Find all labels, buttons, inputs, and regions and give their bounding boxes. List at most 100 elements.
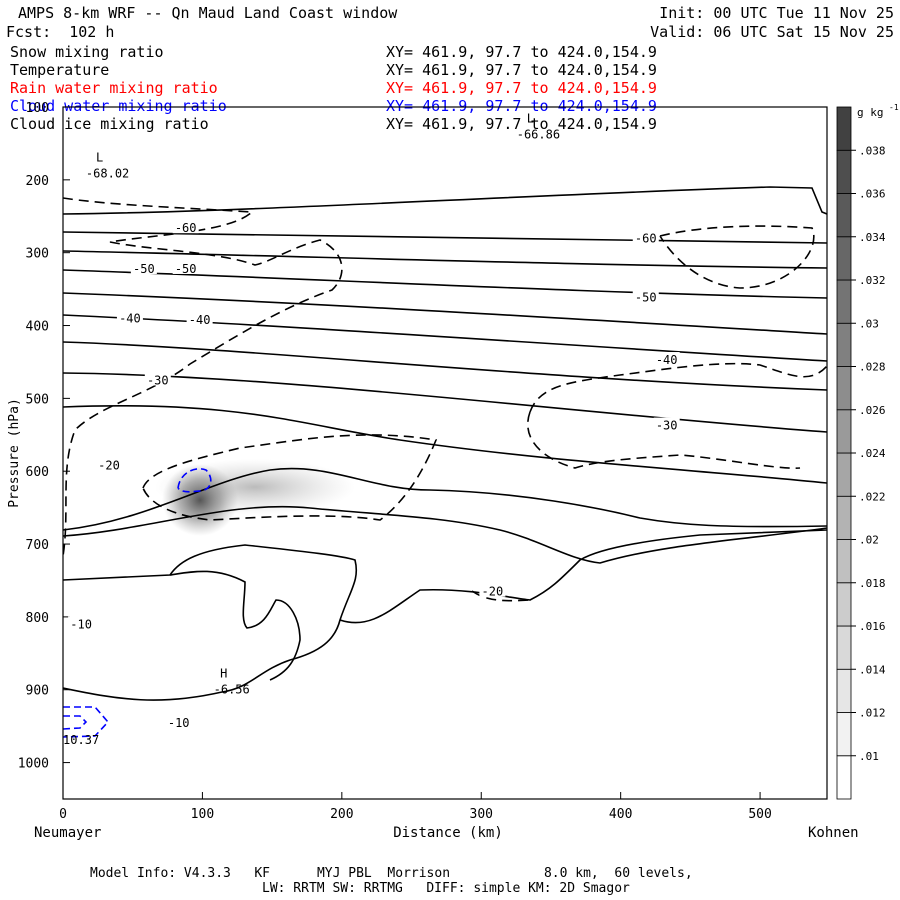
temperature-label: -30 <box>147 373 169 387</box>
colorbar-label: .032 <box>859 274 886 287</box>
cloud-water-contours <box>63 468 212 738</box>
extrema-labels: L -68.02 L -66.86 H -6.56 10.37 <box>63 112 560 747</box>
temperature-label-bg <box>632 289 659 303</box>
temperature-label: -30 <box>656 419 678 433</box>
y-tick-label: 100 <box>26 101 49 116</box>
temperature-label: -50 <box>175 262 197 276</box>
colorbar-swatch <box>836 193 852 238</box>
y-tick-label: 600 <box>26 465 49 480</box>
colorbar: .01 .012 .014 .016 .018 .02 .022 .024 .026 .028 .0… <box>836 103 899 800</box>
extremum-value: -6.56 <box>214 683 250 697</box>
cloud-ice-contour <box>529 362 827 413</box>
colorbar-swatch <box>836 539 852 584</box>
extremum-value: -68.02 <box>86 166 129 180</box>
cloud-water-contour <box>63 715 88 730</box>
y-axis: 100 200 300 400 500 600 700 800 900 1000 <box>18 101 70 772</box>
snow-shading-core <box>162 464 238 536</box>
y-tick-label: 900 <box>26 684 49 699</box>
colorbar-swatch <box>836 712 852 757</box>
isotherm <box>63 467 827 531</box>
temperature-label: -10 <box>70 617 92 631</box>
left-endpoint: Neumayer <box>34 825 101 841</box>
extremum-value: 10.37 <box>63 733 99 747</box>
isotherm <box>63 269 827 299</box>
colorbar-swatch <box>836 236 852 281</box>
colorbar-swatch <box>836 452 852 497</box>
init-time: Init: 00 UTC Tue 11 Nov 25 <box>659 4 894 22</box>
colorbar-swatch <box>836 106 852 151</box>
temperature-label: -20 <box>482 585 504 599</box>
isotherm <box>63 341 827 391</box>
colorbar-swatch <box>836 322 852 367</box>
colorbar-swatch <box>836 668 852 713</box>
temperature-label: -20 <box>98 459 120 473</box>
temperature-label: -10 <box>168 716 190 730</box>
temperature-label-bg <box>116 310 143 324</box>
isotherm <box>63 314 827 362</box>
temperature-label-bg <box>186 311 213 325</box>
title: AMPS 8-km WRF -- Qn Maud Land Coast wind… <box>18 4 398 22</box>
colorbar-swatch <box>836 409 852 454</box>
colorbar-label: .014 <box>859 663 886 676</box>
legend-label-cloud-water: Cloud water mixing ratio <box>10 97 227 115</box>
temperature-label-bg <box>68 616 95 630</box>
temperature-label-bg <box>172 220 199 234</box>
legend-xy-rain: XY= 461.9, 97.7 to 424.0,154.9 <box>386 79 657 97</box>
isotherm <box>63 186 827 215</box>
colorbar-label: .038 <box>859 144 886 157</box>
colorbar-label: .02 <box>859 534 879 547</box>
isotherm <box>169 570 301 681</box>
y-axis-title: Pressure (hPa) <box>7 398 22 508</box>
y-tick-label: 300 <box>26 247 49 262</box>
extremum-type: L <box>527 112 534 126</box>
legend-xy-cloud-water: XY= 461.9, 97.7 to 424.0,154.9 <box>386 97 657 115</box>
x-tick-label: 300 <box>470 807 493 822</box>
temperature-label: -40 <box>189 313 211 327</box>
x-tick-label: 0 <box>59 807 67 822</box>
isotherm <box>63 405 827 484</box>
temperature-label: -50 <box>133 262 155 276</box>
temperature-label-bg <box>172 260 199 274</box>
temperature-label-bg <box>96 457 123 471</box>
cloud-water-contour <box>177 468 212 493</box>
temperature-label-bg <box>130 260 157 274</box>
isotherm <box>63 372 827 433</box>
temperature-label: -50 <box>635 290 657 304</box>
cloud-ice-contour <box>659 225 815 289</box>
plot-frame <box>62 106 828 800</box>
cloud-ice-contour <box>471 590 531 602</box>
isotherm <box>63 544 358 701</box>
temperature-label-bg <box>479 583 506 597</box>
colorbar-label: .024 <box>859 447 886 460</box>
colorbar-label: .016 <box>859 620 886 633</box>
forecast-hour: Fcst: 102 h <box>6 23 115 41</box>
temperature-label: -60 <box>635 231 657 245</box>
colorbar-swatch <box>836 755 852 800</box>
colorbar-label: .03 <box>859 317 879 330</box>
colorbar-swatch <box>836 582 852 627</box>
cloud-ice-contour <box>142 434 438 521</box>
extremum-type: L <box>96 150 103 164</box>
y-tick-label: 500 <box>26 392 49 407</box>
temperature-label: -40 <box>119 312 141 326</box>
x-axis: 0 100 200 300 400 500 <box>59 792 772 822</box>
legend-label-cloud-ice: Cloud ice mixing ratio <box>10 115 209 133</box>
colorbar-label: .022 <box>859 490 886 503</box>
colorbar-swatch <box>836 495 852 540</box>
isotherm <box>63 250 827 269</box>
isotherm <box>63 505 827 564</box>
x-tick-label: 100 <box>191 807 214 822</box>
y-tick-label: 1000 <box>18 757 49 772</box>
temperature-label-bg <box>144 372 171 386</box>
colorbar-label: .036 <box>859 188 886 201</box>
colorbar-label: .028 <box>859 361 886 374</box>
colorbar-swatch <box>836 625 852 670</box>
cloud-ice-contour <box>527 411 801 470</box>
colorbar-label: .01 <box>859 750 879 763</box>
legend-xy-cloud-ice: XY= 461.9, 97.7 to 424.0,154.9 <box>386 115 657 133</box>
temperature-label-bg <box>653 352 680 366</box>
isotherm <box>63 292 827 335</box>
colorbar-swatch <box>836 149 852 194</box>
